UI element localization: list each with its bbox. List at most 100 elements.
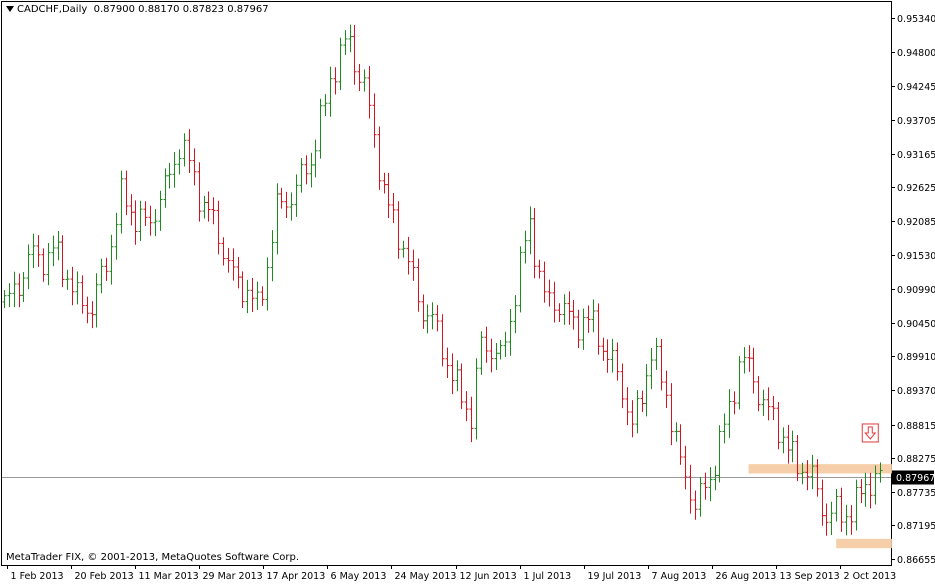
ohlc-bar <box>17 273 22 308</box>
sell-arrow-icon <box>861 423 879 443</box>
ohlc-bar <box>849 505 854 535</box>
support-zone <box>748 464 892 474</box>
arrow-glyph <box>864 426 877 440</box>
ohlc-bar <box>596 303 601 355</box>
ohlc-bar <box>576 309 581 348</box>
ohlc-bar <box>703 472 708 500</box>
ohlc-bar <box>133 200 138 245</box>
ohlc-bar <box>270 230 275 282</box>
ohlc-bar <box>620 363 625 409</box>
ohlc-bar <box>275 183 280 255</box>
ohlc-bar <box>722 413 727 444</box>
y-tick-label: 0.87195 <box>897 521 935 532</box>
ohlc-bar <box>547 279 552 307</box>
ohlc-bar <box>810 454 815 490</box>
ohlc-bar <box>693 490 698 520</box>
ohlc-bar <box>854 479 859 531</box>
ohlc-bar <box>635 389 640 434</box>
y-tick-label: 0.89370 <box>897 386 935 397</box>
ohlc-bar <box>163 168 168 208</box>
ohlc-bar <box>338 37 343 91</box>
ohlc-bar <box>372 93 377 148</box>
y-tick-label: 0.86655 <box>897 555 935 566</box>
ohlc-bar <box>601 337 606 361</box>
ohlc-bar <box>119 170 124 234</box>
ohlc-bar <box>104 257 109 281</box>
ohlc-bar <box>309 152 314 188</box>
ohlc-bar <box>167 162 172 189</box>
ohlc-bar <box>313 139 318 178</box>
x-tick-label: 1 Jul 2013 <box>524 571 572 582</box>
ohlc-bar <box>552 281 557 323</box>
y-tick-label: 0.93165 <box>897 150 935 161</box>
ohlc-bar <box>713 465 718 491</box>
x-tick-label: 20 Feb 2013 <box>75 571 134 582</box>
ohlc-bar <box>542 261 547 303</box>
ohlc-bar <box>114 212 119 260</box>
ohlc-bar <box>416 258 421 312</box>
y-tick-label: 0.90990 <box>897 285 935 296</box>
ohlc-bar <box>508 309 513 356</box>
ohlc-bar <box>829 501 834 535</box>
chart-header: CADCHF,Daily 0.87900 0.88170 0.87823 0.8… <box>6 4 269 15</box>
ohlc-bar <box>94 273 99 328</box>
ohlc-bar <box>255 281 260 310</box>
x-tick-label: 29 Mar 2013 <box>203 571 263 582</box>
ohlc-bar <box>391 192 396 224</box>
ohlc-bar <box>21 272 26 303</box>
y-tick-label: 0.90450 <box>897 319 935 330</box>
x-tick-label: 7 Aug 2013 <box>652 571 707 582</box>
ohlc-bar <box>143 201 148 227</box>
ohlc-bar <box>484 326 489 363</box>
x-tick-label: 6 May 2013 <box>331 571 387 582</box>
ohlc-bar <box>562 294 567 325</box>
ohlc-bar <box>640 390 645 413</box>
ohlc-bar <box>781 427 786 454</box>
y-tick-label: 0.88815 <box>897 421 935 432</box>
ohlc-bar <box>683 445 688 490</box>
ohlc-bar <box>333 67 338 95</box>
ohlc-bar <box>873 465 878 505</box>
ohlc-bar <box>90 301 95 329</box>
ohlc-bar <box>386 172 391 218</box>
ohlc-bar <box>60 235 65 288</box>
ohlc-bar <box>644 364 649 417</box>
ohlc-bar <box>717 425 722 483</box>
copyright-note: MetaTrader FIX, © 2001-2013, MetaQuotes … <box>6 552 300 563</box>
ohlc-bar <box>605 339 610 373</box>
ohlc-bar <box>328 66 333 117</box>
ohlc-bar <box>2 290 7 309</box>
ohlc-bar <box>70 266 75 306</box>
ohlc-bar <box>557 303 562 323</box>
ohlc-bar <box>206 191 211 222</box>
x-tick-label: 26 Aug 2013 <box>716 571 777 582</box>
y-tick-label: 0.91530 <box>897 251 935 262</box>
y-tick-label: 0.87735 <box>897 488 935 499</box>
ohlc-bar <box>751 347 756 394</box>
ohlc-bar <box>771 395 776 421</box>
ohlc-bar <box>664 370 669 408</box>
ohlc-bar <box>382 172 387 194</box>
current-price-tag: 0.87967 <box>892 470 935 485</box>
ohlc-bar <box>294 174 299 217</box>
dropdown-triangle-icon[interactable] <box>6 6 14 12</box>
ohlc-bar <box>820 479 825 526</box>
ohlc-bar <box>352 24 357 85</box>
support-zones <box>748 464 892 549</box>
ohlc-bar <box>211 197 216 225</box>
ohlc-bar <box>532 207 537 279</box>
ohlc-bar <box>245 279 250 314</box>
ohlc-bar <box>654 337 659 370</box>
ohlc-bar <box>343 30 348 55</box>
y-tick-label: 0.92085 <box>897 217 935 228</box>
ohlc-bar <box>231 248 236 281</box>
ohlc-bar <box>834 488 839 522</box>
ohlc-bar <box>776 402 781 450</box>
ohlc-bar <box>411 249 416 281</box>
arrow-box <box>861 423 879 443</box>
ohlc-bar <box>800 462 805 485</box>
y-tick-label: 0.88275 <box>897 454 935 465</box>
ohlc-bar <box>26 244 31 290</box>
ohlc-bar <box>503 331 508 358</box>
